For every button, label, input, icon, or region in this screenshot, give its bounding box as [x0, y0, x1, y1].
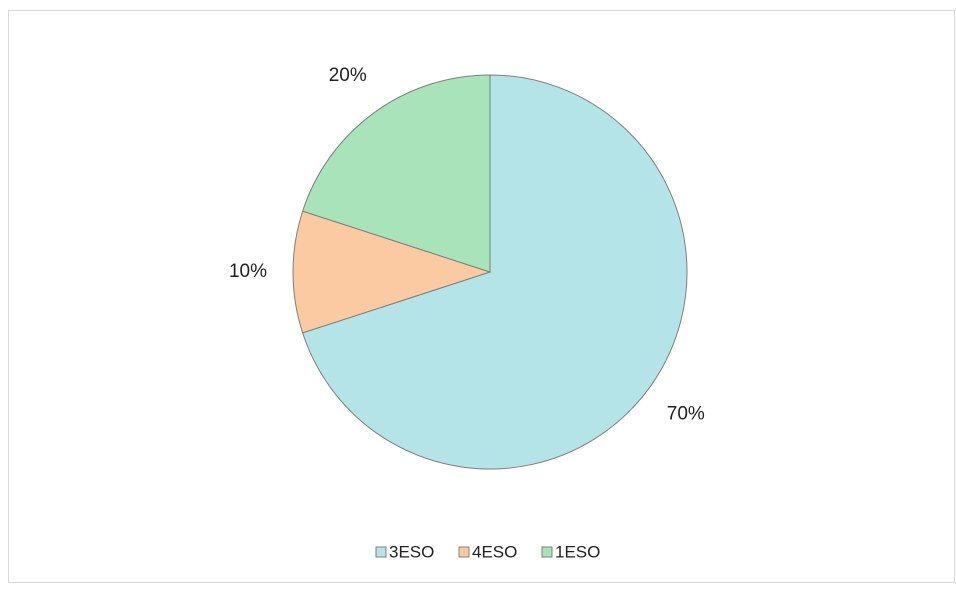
legend-swatch [458, 546, 470, 558]
legend-label: 3ESO [389, 542, 434, 561]
pie-slice [302, 74, 688, 470]
data-label: 20% [329, 65, 367, 86]
data-label: 10% [229, 261, 267, 282]
data-label: 70% [667, 403, 705, 424]
pie-slice [292, 210, 492, 334]
legend-swatch [375, 546, 387, 558]
legend-label: 1ESO [555, 542, 600, 561]
legend-swatch [541, 546, 553, 558]
pie-slice [302, 74, 491, 273]
legend-label: 4ESO [472, 542, 517, 561]
